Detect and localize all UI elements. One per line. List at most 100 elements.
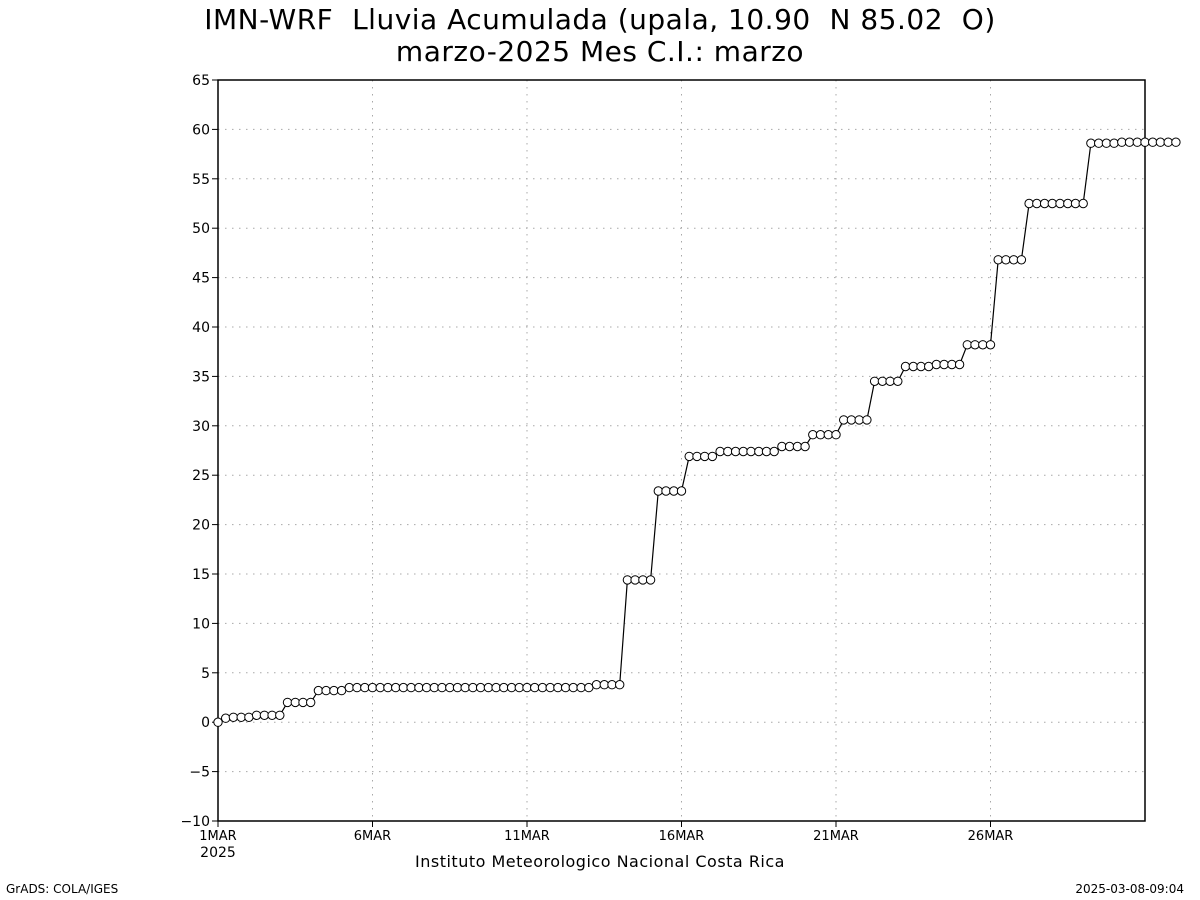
data-point: [282, 697, 293, 708]
data-point: [962, 340, 972, 350]
x-tick-label: 21MAR: [813, 829, 859, 844]
chart-subtitle: marzo-2025 Mes C.I.: marzo: [395, 35, 805, 68]
data-point: [607, 680, 617, 690]
data-point: [622, 575, 633, 585]
data-point: [939, 359, 949, 370]
data-point: [275, 710, 285, 720]
data-point: [1101, 138, 1112, 148]
data-point: [823, 430, 833, 440]
data-point: [460, 682, 470, 693]
data-point: [537, 682, 548, 693]
data-point: [730, 446, 741, 457]
data-point: [869, 376, 880, 386]
grid-lines: [218, 80, 1145, 821]
data-point: [769, 446, 779, 457]
data-point: [591, 680, 602, 690]
data-point: [221, 713, 231, 723]
data-point: [638, 575, 648, 585]
data-point: [352, 682, 362, 693]
data-point: [1024, 198, 1034, 209]
y-tick-label: 65: [192, 73, 210, 89]
data-point: [553, 682, 563, 693]
data-point: [1001, 255, 1011, 265]
footer-right: 2025-03-08-09:04: [1075, 882, 1184, 896]
y-tick-label: 60: [192, 122, 210, 138]
data-point: [738, 446, 748, 457]
data-point: [661, 486, 671, 496]
data-point: [568, 682, 578, 693]
data-point: [916, 361, 926, 372]
data-point: [978, 340, 988, 350]
x-tick-sublabel: 2025: [200, 845, 236, 861]
data-point: [1163, 137, 1173, 147]
data-point: [329, 685, 339, 696]
data-point: [499, 682, 509, 693]
data-point: [599, 680, 609, 690]
data-point: [931, 359, 942, 370]
y-tick-label: 40: [192, 320, 210, 336]
y-tick-label: −5: [189, 765, 210, 781]
data-point: [692, 451, 702, 462]
data-point: [576, 682, 586, 693]
x-axis-label: Instituto Meteorologico Nacional Costa R…: [415, 852, 785, 871]
data-point: [313, 685, 324, 696]
data-point: [862, 415, 872, 425]
data-point: [306, 697, 316, 708]
data-point: [723, 446, 733, 457]
data-point: [954, 359, 965, 370]
data-point: [839, 415, 849, 425]
data-point: [213, 717, 223, 727]
data-point: [452, 682, 463, 693]
data-point: [1070, 198, 1081, 209]
x-tick-label: 1MAR: [199, 829, 236, 844]
y-tick-label: 45: [192, 271, 210, 287]
data-point: [970, 340, 980, 350]
data-point: [251, 710, 262, 720]
data-point: [530, 682, 540, 693]
y-tick-label: 35: [192, 369, 210, 385]
data-point: [445, 682, 455, 693]
data-point: [414, 682, 424, 693]
data-point: [514, 682, 524, 693]
data-point: [854, 415, 864, 425]
data-point: [908, 361, 918, 372]
y-tick-label: 30: [192, 419, 210, 435]
data-point: [893, 376, 903, 386]
data-point: [707, 451, 718, 462]
data-point: [715, 446, 725, 457]
data-point: [1032, 198, 1042, 209]
data-point: [784, 441, 795, 452]
data-point: [545, 682, 555, 693]
footer-left: GrADS: COLA/IGES: [6, 882, 119, 896]
data-point: [1132, 137, 1143, 147]
data-point: [1109, 138, 1119, 148]
data-point: [1078, 198, 1088, 209]
data-point: [777, 441, 787, 452]
data-point: [1009, 255, 1019, 265]
data-point: [1171, 137, 1181, 147]
data-point: [1063, 198, 1073, 209]
data-point: [429, 682, 439, 693]
data-point: [522, 682, 532, 693]
data-point: [885, 376, 895, 386]
data-point: [244, 712, 254, 722]
data-point: [900, 361, 911, 372]
data-point: [1148, 137, 1158, 147]
data-point: [800, 441, 810, 452]
x-tick-label: 11MAR: [504, 829, 550, 844]
data-point: [475, 682, 486, 693]
data-point: [321, 685, 331, 696]
data-point: [754, 446, 764, 457]
data-point: [259, 710, 270, 720]
data-point: [993, 255, 1003, 265]
y-tick-label: 10: [192, 616, 210, 632]
x-tick-label: 16MAR: [659, 829, 705, 844]
data-point: [1155, 137, 1166, 147]
data-point: [406, 682, 416, 693]
data-point: [947, 359, 957, 370]
plot-frame: [217, 79, 1146, 822]
y-tick-label: 55: [192, 172, 210, 188]
data-point: [985, 340, 996, 350]
data-point: [375, 682, 385, 693]
